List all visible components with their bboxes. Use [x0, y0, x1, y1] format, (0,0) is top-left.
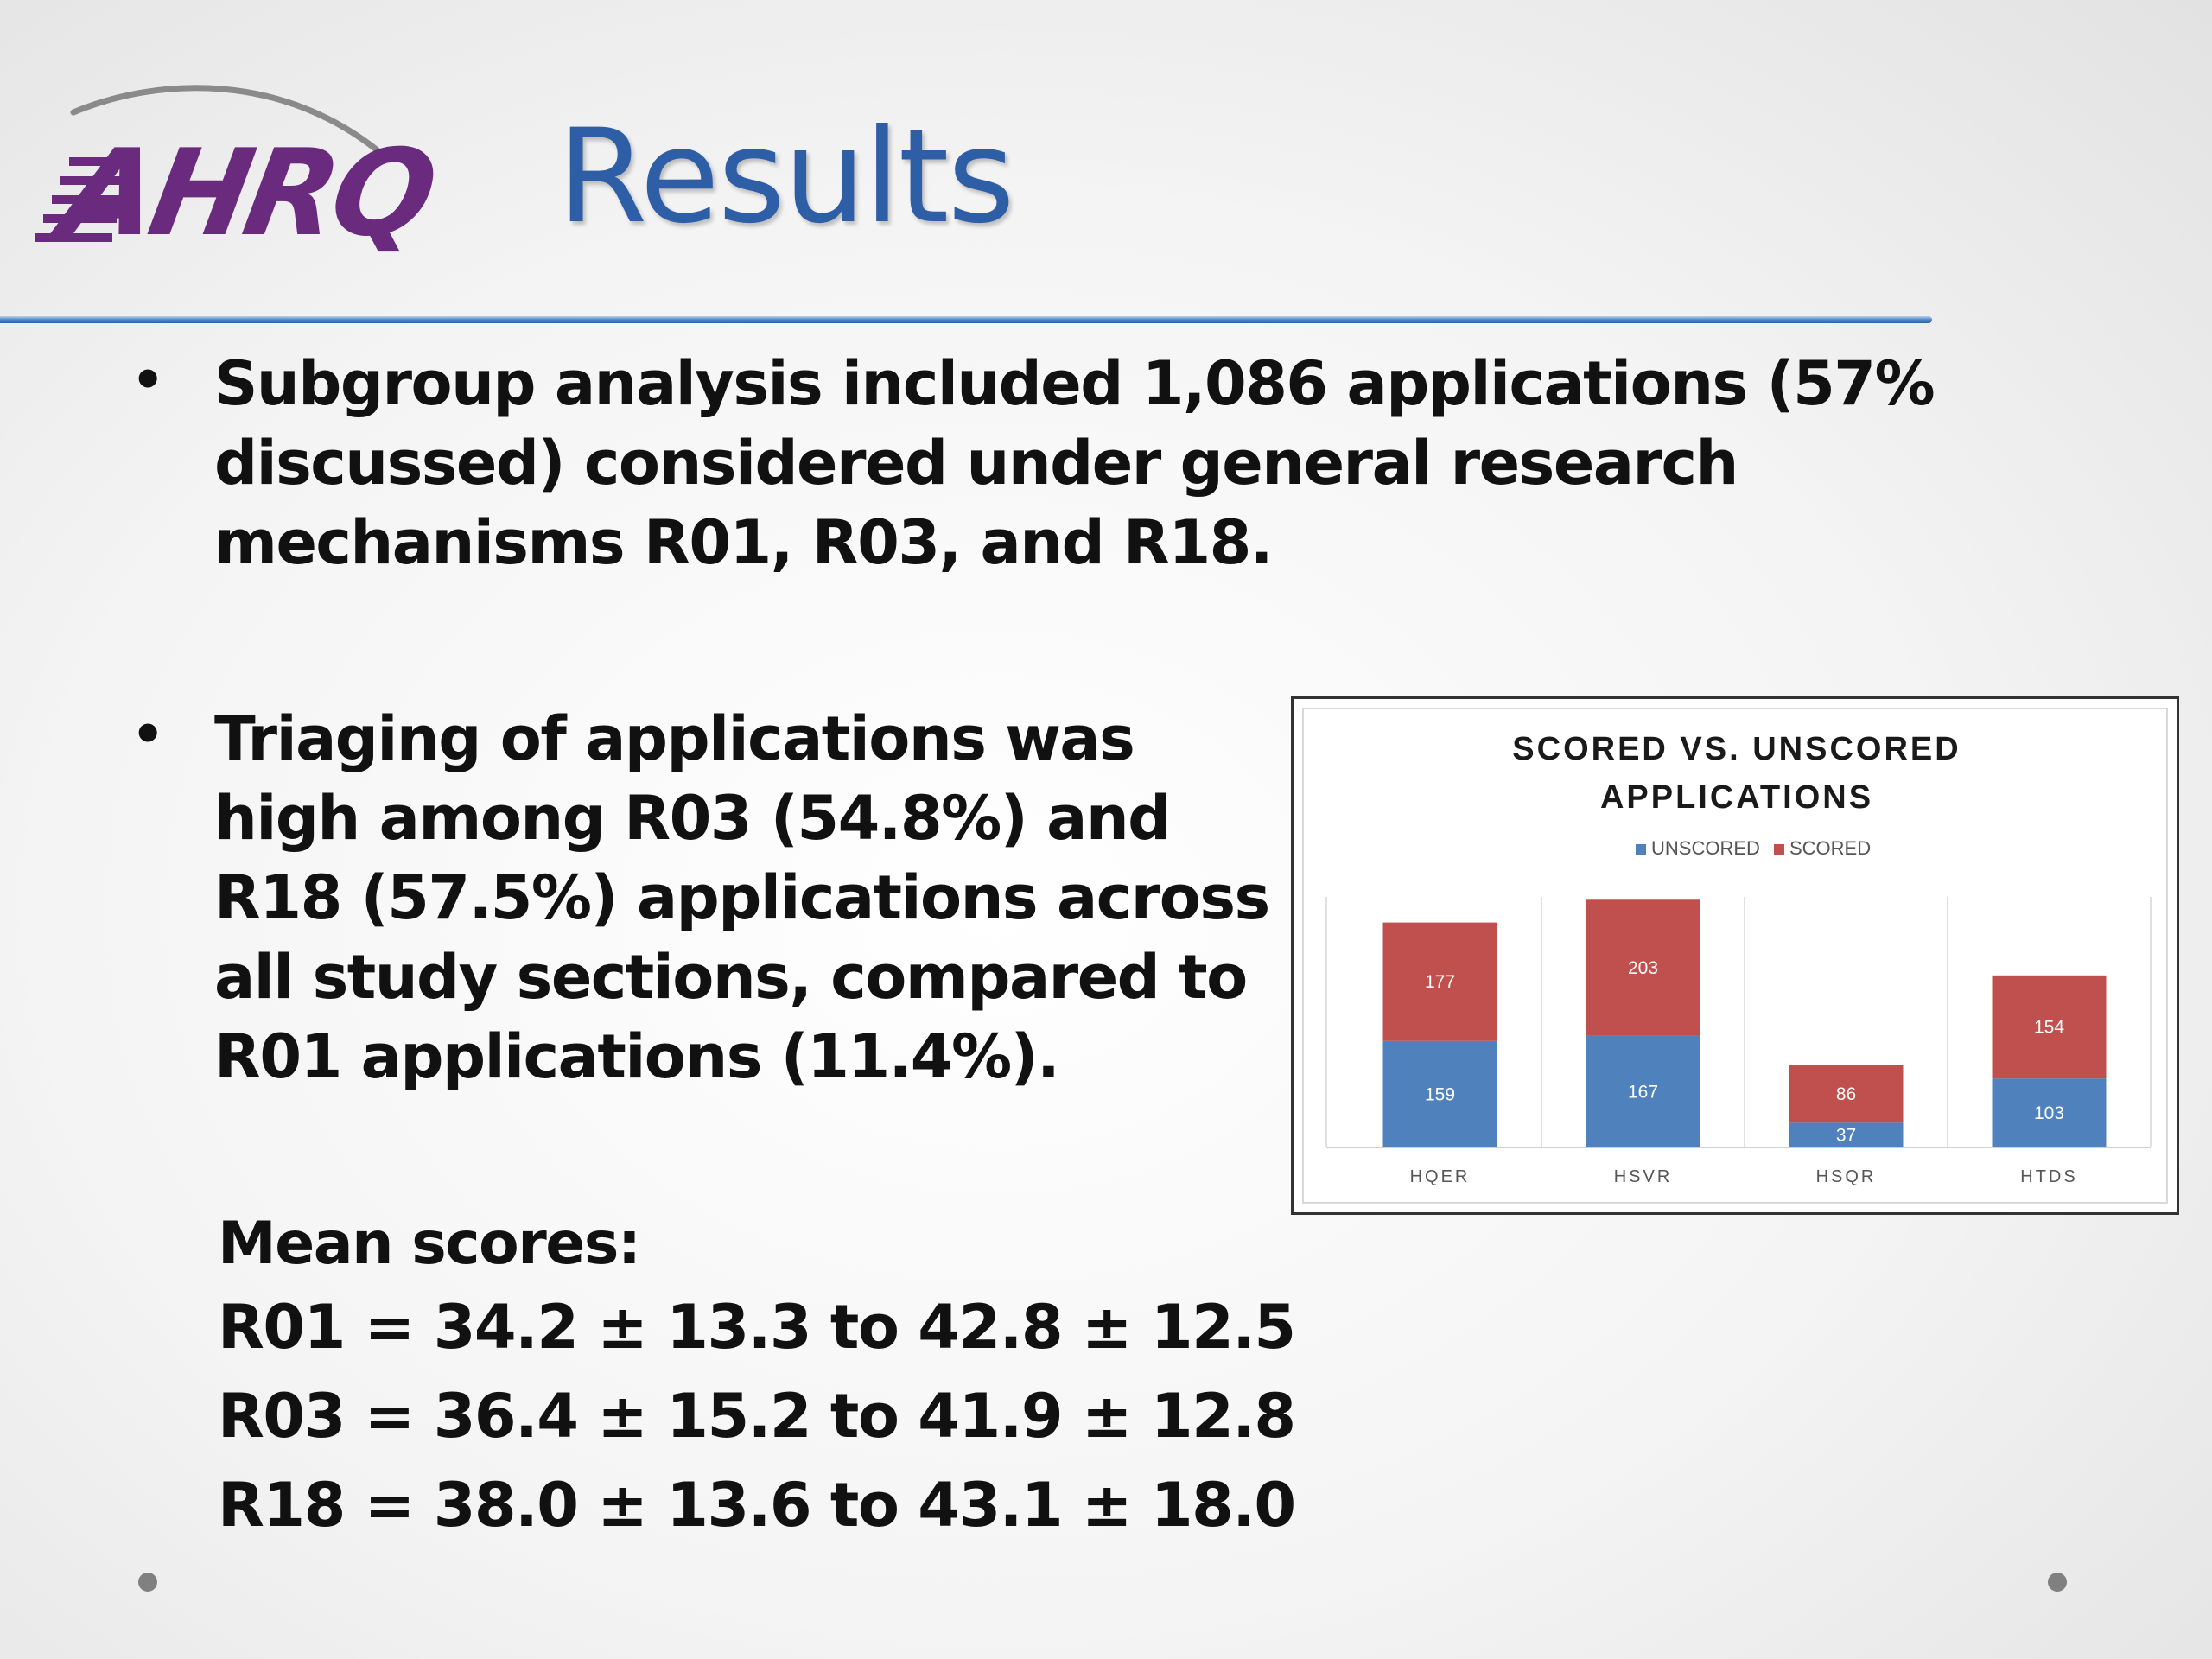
chart-title-line-1: SCORED VS. UNSCORED — [1512, 731, 1961, 767]
title-divider — [0, 316, 1932, 323]
data-label-hsvr-unscored: 167 — [1628, 1082, 1658, 1102]
logo-swoosh-icon — [70, 85, 392, 163]
legend-swatch-scored — [1774, 844, 1784, 855]
ahrq-logo: AHRQ — [26, 48, 475, 263]
bullet-subgroup-analysis: Subgroup analysis included 1,086 applica… — [214, 348, 1936, 578]
data-label-hsvr-scored: 203 — [1628, 958, 1658, 978]
x-tick-label-hsqr: HSQR — [1816, 1167, 1877, 1186]
mean-score-r03: R03 = 36.4 ± 15.2 to 41.9 ± 12.8 — [218, 1381, 1296, 1452]
data-label-hsqr-scored: 86 — [1836, 1084, 1856, 1104]
data-label-htds-unscored: 103 — [2034, 1103, 2064, 1123]
bar-hsvr-scored — [1586, 899, 1700, 1036]
bar-hsqr-unscored — [1789, 1122, 1904, 1147]
bar-htds-scored — [1992, 975, 2107, 1079]
legend-label-scored: SCORED — [1789, 837, 1871, 859]
corner-dot-left — [138, 1573, 157, 1592]
mean-score-r01: R01 = 34.2 ± 13.3 to 42.8 ± 12.5 — [218, 1292, 1296, 1363]
bar-hqer-unscored — [1382, 1040, 1497, 1147]
chart-area: SCORED VS. UNSCORED APPLICATIONS UNSCORE… — [1302, 708, 2168, 1204]
bar-hsvr-unscored — [1586, 1035, 1700, 1147]
data-label-hqer-unscored: 159 — [1425, 1084, 1455, 1104]
data-label-hsqr-unscored: 37 — [1836, 1126, 1856, 1146]
logo-text: AHRQ — [52, 124, 442, 263]
bar-htds-unscored — [1992, 1078, 2107, 1147]
mean-scores-heading: Mean scores: — [218, 1210, 641, 1278]
bullet-triaging: Triaging of applications was high among … — [214, 703, 1270, 1092]
corner-dot-right — [2048, 1573, 2067, 1592]
chart-plot: 159 177 HQER 167 203 HSVR 37 86 HSQR 103 154 HTDS — [1325, 897, 2152, 1186]
data-label-hqer-scored: 177 — [1425, 972, 1455, 992]
stacked-bar-chart: SCORED VS. UNSCORED APPLICATIONS UNSCORE… — [1325, 731, 2152, 1186]
legend-label-unscored: UNSCORED — [1651, 837, 1760, 859]
bullet-icon: • — [131, 350, 165, 410]
data-label-htds-scored: 154 — [2034, 1018, 2064, 1038]
chart-legend: UNSCORED SCORED — [1636, 837, 1871, 859]
mean-score-r18: R18 = 38.0 ± 13.6 to 43.1 ± 18.0 — [218, 1470, 1296, 1541]
slide-title: Results — [557, 102, 1015, 252]
chart-title-line-2: APPLICATIONS — [1600, 779, 1873, 816]
bullet-icon: • — [131, 704, 165, 765]
logo-speed-lines-icon — [35, 157, 130, 242]
x-tick-label-htds: HTDS — [2020, 1167, 2077, 1186]
legend-swatch-unscored — [1636, 844, 1646, 855]
chart-frame: SCORED VS. UNSCORED APPLICATIONS UNSCORE… — [1291, 696, 2179, 1215]
x-tick-label-hqer: HQER — [1410, 1167, 1471, 1186]
bar-hqer-scored — [1382, 922, 1497, 1041]
x-tick-label-hsvr: HSVR — [1614, 1167, 1673, 1186]
bar-hsqr-scored — [1789, 1065, 1904, 1123]
mean-scores-block: Mean scores: R01 = 34.2 ± 13.3 to 42.8 ±… — [218, 1205, 1341, 1550]
